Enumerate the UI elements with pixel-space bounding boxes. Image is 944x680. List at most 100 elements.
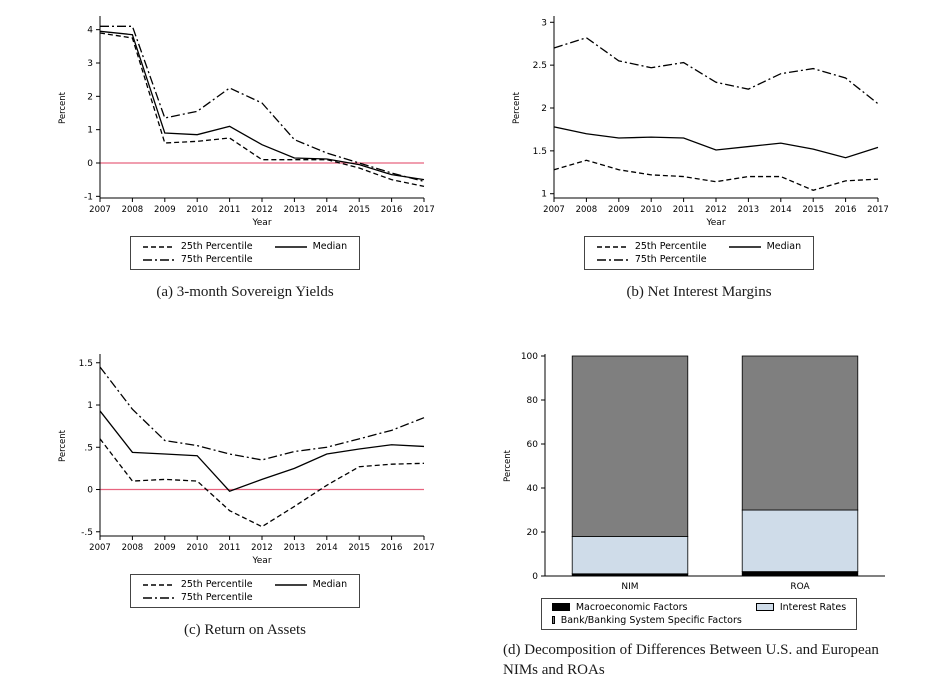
- svg-text:4: 4: [87, 26, 93, 36]
- legend-item-median: Median: [275, 241, 348, 252]
- svg-text:2015: 2015: [348, 205, 370, 215]
- svg-text:Year: Year: [251, 218, 271, 228]
- return-on-assets-chart: -.5 0 .5 1 1.5 2007 2008 2009 2010 2011 2012 2013 20…: [54, 346, 436, 572]
- svg-text:2017: 2017: [413, 543, 435, 553]
- legend-return-on-assets: 25th Percentile Median 75th Percentile: [130, 574, 360, 608]
- svg-text:1: 1: [87, 401, 93, 411]
- svg-text:2010: 2010: [186, 205, 208, 215]
- svg-text:2008: 2008: [576, 205, 598, 215]
- svg-text:Percent: Percent: [58, 91, 68, 124]
- svg-text:2013: 2013: [738, 205, 760, 215]
- svg-text:2007: 2007: [89, 205, 111, 215]
- caption-a: (a) 3-month Sovereign Yields: [156, 284, 333, 301]
- caption-b: (b) Net Interest Margins: [626, 284, 771, 301]
- legend-label-bank: Bank/Banking System Specific Factors: [561, 615, 742, 626]
- legend-item-25th: 25th Percentile: [597, 241, 707, 252]
- macro-swatch-icon: [552, 603, 570, 611]
- legend-item-75th: 75th Percentile: [597, 254, 707, 265]
- interest-rates-swatch-icon: [756, 603, 774, 611]
- svg-text:60: 60: [527, 440, 539, 450]
- solid-line-sample-icon: [275, 581, 307, 589]
- svg-text:2013: 2013: [284, 543, 306, 553]
- svg-text:2015: 2015: [348, 543, 370, 553]
- svg-text:2014: 2014: [770, 205, 792, 215]
- svg-text:1.5: 1.5: [533, 147, 547, 157]
- svg-text:2012: 2012: [251, 543, 273, 553]
- legend-label-median: Median: [313, 579, 348, 590]
- svg-text:2010: 2010: [186, 543, 208, 553]
- svg-text:2011: 2011: [673, 205, 695, 215]
- svg-text:1: 1: [87, 126, 93, 136]
- legend-item-median: Median: [729, 241, 802, 252]
- svg-text:80: 80: [527, 396, 539, 406]
- legend-label-75th: 75th Percentile: [635, 254, 707, 265]
- svg-text:1.5: 1.5: [79, 359, 93, 369]
- legend-decomposition: Macroeconomic Factors Interest Rates Ban…: [541, 598, 857, 630]
- svg-text:0: 0: [87, 159, 93, 169]
- svg-text:.5: .5: [84, 443, 93, 453]
- dashdot-line-sample-icon: [597, 256, 629, 264]
- dashdot-line-sample-icon: [143, 256, 175, 264]
- svg-text:2017: 2017: [867, 205, 889, 215]
- svg-text:2012: 2012: [705, 205, 727, 215]
- svg-text:2: 2: [541, 104, 547, 114]
- solid-line-sample-icon: [729, 243, 761, 251]
- caption-d: (d) Decomposition of Differences Between…: [503, 640, 895, 680]
- svg-text:1: 1: [541, 190, 547, 200]
- svg-text:2008: 2008: [122, 543, 144, 553]
- dashed-line-sample-icon: [597, 243, 629, 251]
- svg-text:2009: 2009: [608, 205, 630, 215]
- svg-text:-.5: -.5: [81, 528, 93, 538]
- svg-text:2017: 2017: [413, 205, 435, 215]
- svg-text:2009: 2009: [154, 205, 176, 215]
- caption-c: (c) Return on Assets: [184, 622, 306, 639]
- svg-text:2014: 2014: [316, 543, 338, 553]
- svg-text:2010: 2010: [640, 205, 662, 215]
- svg-text:-1: -1: [84, 192, 93, 202]
- svg-text:2016: 2016: [835, 205, 857, 215]
- legend-label-macro: Macroeconomic Factors: [576, 602, 688, 613]
- svg-text:ROA: ROA: [790, 582, 810, 592]
- legend-label-25th: 25th Percentile: [181, 579, 253, 590]
- svg-text:2015: 2015: [802, 205, 824, 215]
- legend-label-25th: 25th Percentile: [181, 241, 253, 252]
- svg-text:Percent: Percent: [503, 449, 513, 482]
- svg-text:2008: 2008: [122, 205, 144, 215]
- svg-text:2009: 2009: [154, 543, 176, 553]
- legend-sovereign-yields: 25th Percentile Median 75th Percentile: [130, 236, 360, 270]
- solid-line-sample-icon: [275, 243, 307, 251]
- svg-text:20: 20: [527, 528, 539, 538]
- dashdot-line-sample-icon: [143, 594, 175, 602]
- svg-text:2007: 2007: [543, 205, 565, 215]
- legend-label-median: Median: [313, 241, 348, 252]
- legend-item-bank: Bank/Banking System Specific Factors: [552, 615, 742, 626]
- legend-item-75th: 75th Percentile: [143, 592, 253, 603]
- svg-text:2014: 2014: [316, 205, 338, 215]
- legend-label-75th: 75th Percentile: [181, 592, 253, 603]
- svg-text:2013: 2013: [284, 205, 306, 215]
- legend-label-median: Median: [767, 241, 802, 252]
- legend-label-25th: 25th Percentile: [635, 241, 707, 252]
- legend-net-interest-margins: 25th Percentile Median 75th Percentile: [584, 236, 814, 270]
- legend-item-median: Median: [275, 579, 348, 590]
- svg-text:Year: Year: [251, 556, 271, 566]
- svg-text:2012: 2012: [251, 205, 273, 215]
- svg-text:0: 0: [87, 486, 93, 496]
- legend-item-macro: Macroeconomic Factors: [552, 602, 742, 613]
- svg-text:Year: Year: [705, 218, 725, 228]
- svg-text:2007: 2007: [89, 543, 111, 553]
- svg-text:Percent: Percent: [58, 429, 68, 462]
- dashed-line-sample-icon: [143, 581, 175, 589]
- svg-text:2016: 2016: [381, 205, 403, 215]
- svg-text:0: 0: [532, 572, 538, 582]
- dashed-line-sample-icon: [143, 243, 175, 251]
- svg-text:3: 3: [87, 59, 93, 69]
- svg-text:2011: 2011: [219, 543, 241, 553]
- svg-text:100: 100: [521, 352, 538, 362]
